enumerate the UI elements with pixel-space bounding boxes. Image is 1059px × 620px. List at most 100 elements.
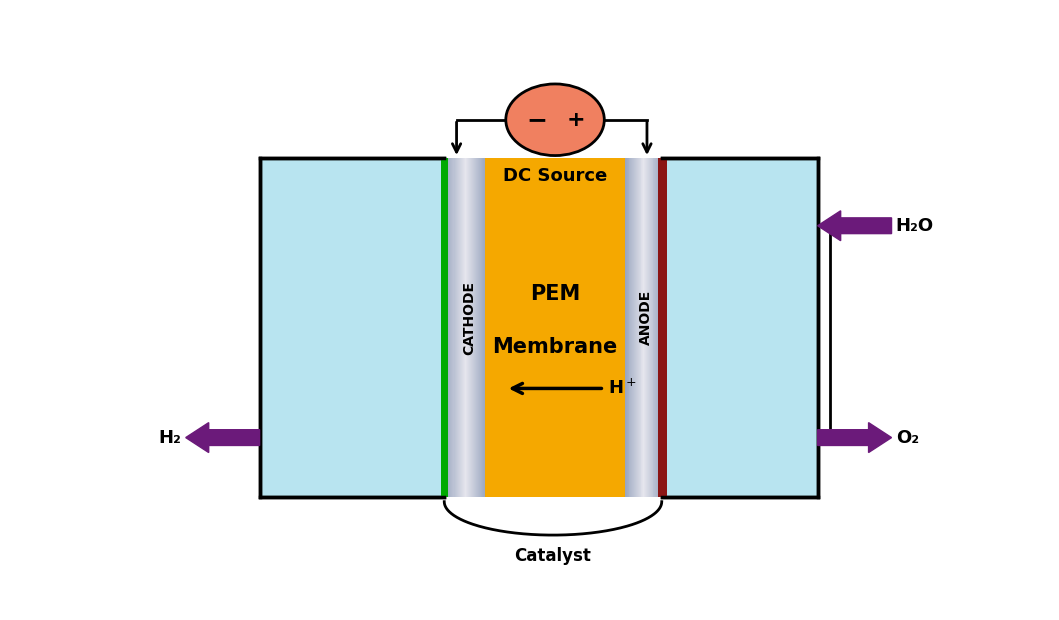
Bar (635, 158, 638, 497)
Bar (463, 158, 465, 497)
Bar (648, 158, 649, 497)
Bar (470, 158, 471, 497)
Bar (635, 158, 636, 497)
Bar (449, 158, 451, 497)
Bar (465, 158, 467, 497)
Bar (452, 158, 454, 497)
Bar (658, 158, 659, 497)
Bar (641, 158, 642, 497)
Text: ANODE: ANODE (639, 290, 652, 345)
Bar (642, 158, 643, 497)
Bar (646, 158, 648, 497)
Bar (640, 158, 642, 497)
Bar (643, 158, 644, 497)
FancyArrow shape (818, 423, 892, 453)
Text: DC Source: DC Source (503, 167, 607, 185)
Bar (659, 158, 667, 497)
Bar (636, 158, 639, 497)
Bar (448, 158, 450, 497)
Bar (633, 158, 634, 497)
Text: Membrane: Membrane (492, 337, 617, 356)
Bar (445, 158, 446, 497)
Bar (459, 158, 461, 497)
Bar (650, 158, 651, 497)
Bar (469, 158, 470, 497)
Bar (454, 158, 456, 497)
Bar (656, 158, 657, 497)
Bar (631, 158, 633, 497)
Bar (658, 158, 660, 497)
Bar (653, 158, 656, 497)
Bar (259, 158, 445, 497)
Text: CATHODE: CATHODE (462, 281, 475, 355)
Bar (628, 158, 630, 497)
Bar (628, 158, 629, 497)
Ellipse shape (506, 84, 605, 156)
Bar (645, 158, 647, 497)
Bar (657, 158, 658, 497)
Text: −: − (526, 108, 548, 132)
Bar (477, 158, 479, 497)
Bar (484, 158, 486, 497)
Text: PEM: PEM (530, 284, 580, 304)
Bar (468, 158, 470, 497)
Bar (478, 158, 480, 497)
Bar (457, 158, 460, 497)
Bar (659, 158, 661, 497)
Text: H₂: H₂ (159, 428, 182, 446)
Text: +: + (567, 110, 586, 130)
Bar (453, 158, 455, 497)
Bar (474, 158, 475, 497)
Bar (482, 158, 484, 497)
Bar (480, 158, 482, 497)
Bar (485, 158, 625, 497)
Text: H$^+$: H$^+$ (608, 379, 638, 398)
Bar (661, 158, 663, 497)
Bar (447, 158, 449, 497)
Bar (475, 158, 477, 497)
Bar (660, 158, 662, 497)
Bar (471, 158, 472, 497)
Text: O₂: O₂ (896, 428, 919, 446)
Bar (472, 158, 473, 497)
Bar (462, 158, 464, 497)
Bar (451, 158, 453, 497)
Bar (650, 158, 652, 497)
Bar (441, 158, 448, 497)
Bar (634, 158, 635, 497)
FancyArrow shape (185, 423, 259, 453)
Bar (643, 158, 645, 497)
Bar (627, 158, 628, 497)
Bar (446, 158, 448, 497)
Bar (483, 158, 485, 497)
Bar (479, 158, 481, 497)
FancyArrow shape (818, 211, 892, 241)
Bar (477, 158, 478, 497)
Text: Catalyst: Catalyst (515, 547, 591, 565)
Bar (632, 158, 634, 497)
Bar (626, 158, 628, 497)
Bar (473, 158, 474, 497)
Bar (654, 158, 657, 497)
Bar (644, 158, 646, 497)
Bar (652, 158, 654, 497)
Bar (461, 158, 463, 497)
Bar (651, 158, 653, 497)
Bar (455, 158, 457, 497)
Bar (460, 158, 462, 497)
Bar (456, 158, 459, 497)
Bar (638, 158, 640, 497)
Bar (639, 158, 641, 497)
Bar (445, 158, 447, 497)
Bar (647, 158, 649, 497)
Bar (649, 158, 650, 497)
Bar (464, 158, 466, 497)
Bar (450, 158, 452, 497)
Bar (625, 158, 627, 497)
Text: H₂O: H₂O (896, 217, 934, 235)
Bar (629, 158, 631, 497)
Bar (481, 158, 483, 497)
Bar (466, 158, 468, 497)
Bar (630, 158, 632, 497)
Bar (467, 158, 469, 497)
